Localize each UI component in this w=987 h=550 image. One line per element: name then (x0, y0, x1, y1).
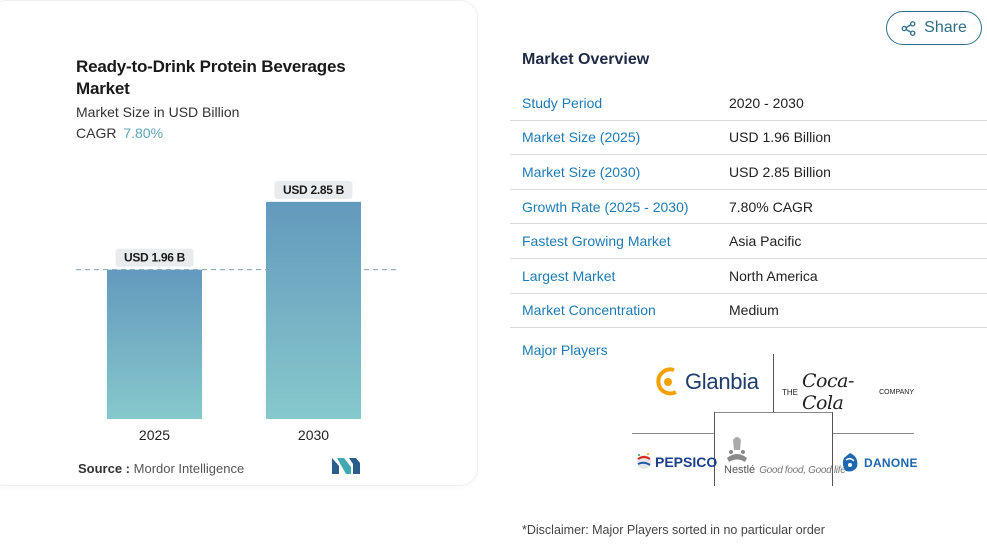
share-icon (901, 20, 916, 36)
pepsico-text: PEPSICO (655, 454, 718, 470)
row-label[interactable]: Market Concentration (522, 302, 656, 319)
cagr-label: CAGR (76, 125, 117, 141)
source-value: Mordor Intelligence (133, 461, 245, 476)
divider (714, 412, 832, 413)
row-label[interactable]: Largest Market (522, 267, 616, 284)
chart-card (0, 0, 478, 486)
coca-cola-company: COMPANY (879, 388, 914, 396)
glanbia-mark-icon (656, 367, 677, 396)
data-label-bg (274, 180, 353, 199)
row-value: North America (729, 267, 818, 284)
data-label: USD 2.85 B (283, 183, 345, 197)
divider (714, 412, 715, 486)
market-overview-title: Market Overview (522, 51, 650, 68)
nestle-nest-icon (727, 437, 747, 462)
overview-row-study-period: Study Period 2020 - 2030 (510, 86, 987, 121)
major-players-logos: Glanbia THE Coca-Cola COMPANY PEPSICO Ne… (632, 354, 918, 486)
market-overview-table: Study Period 2020 - 2030 Market Size (20… (510, 86, 987, 329)
overview-row-fastest-growing: Fastest Growing Market Asia Pacific (510, 224, 987, 259)
row-value: 2020 - 2030 (729, 94, 804, 111)
coca-cola-script: Coca-Cola (802, 370, 854, 414)
danone-text: DANONE (864, 456, 918, 470)
row-value: Asia Pacific (729, 233, 802, 250)
overview-row-market-size-2030: Market Size (2030) USD 2.85 Billion (510, 155, 987, 190)
share-button[interactable]: Share (886, 11, 982, 45)
danone-mark-icon (842, 453, 858, 472)
bar-2025 (107, 269, 202, 419)
danone-logo: DANONE (840, 452, 918, 474)
divider (832, 433, 914, 434)
overview-row-market-size-2025: Market Size (2025) USD 1.96 Billion (510, 121, 987, 156)
divider (773, 354, 774, 412)
glanbia-logo: Glanbia (654, 364, 759, 400)
share-label: Share (924, 19, 967, 36)
disclaimer: *Disclaimer: Major Players sorted in no … (522, 523, 825, 537)
coca-cola-logo: THE Coca-Cola COMPANY (782, 370, 914, 414)
data-label: USD 1.96 B (124, 251, 186, 265)
glanbia-text: Glanbia (685, 369, 759, 394)
row-value: Medium (729, 302, 779, 319)
overview-row-concentration: Market Concentration Medium (510, 294, 987, 329)
row-label[interactable]: Market Size (2025) (522, 129, 641, 146)
row-label[interactable]: Study Period (522, 94, 603, 111)
nestle-text-row: Nestlé Good food, Good life (724, 464, 846, 476)
cagr-value: 7.80% (123, 125, 164, 141)
chart-source: Source : Mordor Intelligence (78, 461, 244, 476)
row-value: USD 2.85 Billion (729, 163, 831, 180)
pepsico-logo: PEPSICO (636, 451, 717, 473)
major-players-title[interactable]: Major Players (522, 342, 608, 358)
bar-2030 (266, 201, 361, 419)
chart-cagr: CAGR 7.80% (76, 125, 163, 141)
nestle-tagline: Good food, Good life (759, 465, 846, 476)
chart-subtitle: Market Size in USD Billion (76, 104, 240, 120)
divider (832, 412, 833, 486)
row-label[interactable]: Market Size (2030) (522, 163, 641, 180)
overview-row-largest-market: Largest Market North America (510, 259, 987, 294)
divider (632, 433, 714, 434)
mordor-logo-icon (332, 458, 360, 474)
pepsico-globe-icon (637, 453, 651, 469)
data-label-bg (115, 248, 194, 267)
x-tick-label: 2025 (139, 427, 170, 443)
coca-cola-the: THE (782, 387, 798, 397)
row-value: 7.80% CAGR (729, 198, 814, 215)
nestle-text: Nestlé (724, 464, 756, 476)
chart-title: Ready-to-Drink Protein Beverages Market (76, 57, 346, 98)
bar-chart: USD 1.96 B 2025 USD 2.85 B 2030 (76, 180, 396, 443)
source-label: Source : (78, 461, 131, 476)
overview-row-growth-rate: Growth Rate (2025 - 2030) 7.80% CAGR (510, 190, 987, 225)
nestle-logo: Nestlé Good food, Good life (724, 432, 846, 476)
row-label[interactable]: Growth Rate (2025 - 2030) (522, 198, 689, 215)
row-value: USD 1.96 Billion (729, 129, 831, 146)
x-tick-label: 2030 (298, 427, 329, 443)
row-label[interactable]: Fastest Growing Market (522, 233, 671, 250)
